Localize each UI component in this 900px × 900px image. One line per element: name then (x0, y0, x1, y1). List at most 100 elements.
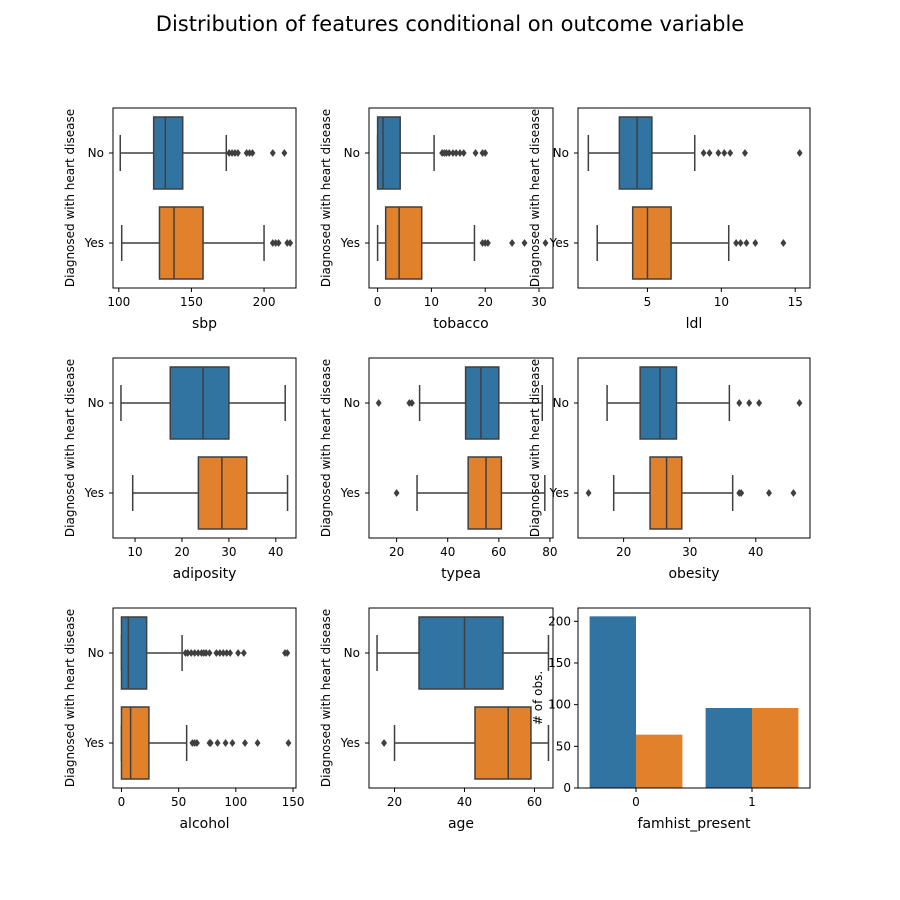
outlier-point (193, 738, 200, 748)
outlier-point (287, 238, 294, 248)
box-no (169, 366, 230, 440)
outlier-point (254, 738, 261, 748)
subplot-ldl: No Yes 5 10 15 ldl Diagnosed with heart diseas… (528, 107, 811, 332)
outlier-point (727, 148, 734, 158)
y-tick-label: Yes (340, 736, 360, 750)
outlier-point (393, 488, 400, 498)
axes-frame (112, 357, 297, 539)
y-tick-label: No (553, 146, 569, 160)
x-tick-label: 0 (632, 795, 640, 809)
x-tick-label: 30 (682, 545, 697, 559)
y-tick-label: Yes (340, 486, 360, 500)
outlier-point (733, 238, 740, 248)
axes-frame (112, 607, 297, 789)
box-yes (158, 206, 204, 280)
bar-no-0 (589, 616, 636, 788)
x-tick-label: 5 (644, 295, 652, 309)
box-no (464, 366, 500, 440)
outlier-point (482, 148, 489, 158)
x-tick-label: 10 (127, 545, 142, 559)
axes-frame (368, 107, 554, 289)
outlier-point (700, 148, 707, 158)
x-axis-label: famhist_present (638, 816, 751, 832)
x-tick-label: 50 (171, 795, 186, 809)
x-axis-label: sbp (192, 316, 217, 332)
x-tick-label: 20 (174, 545, 189, 559)
y-axis-label: Diagnosed with heart disease (319, 609, 333, 787)
outlier-point (780, 238, 787, 248)
outlier-point (207, 738, 214, 748)
outlier-point (790, 488, 797, 498)
box-no (618, 116, 653, 190)
y-axis-label: Diagnosed with heart disease (319, 109, 333, 287)
box-yes (631, 206, 672, 280)
outlier-point (381, 738, 388, 748)
x-tick-label: 20 (616, 545, 631, 559)
y-tick-label: No (88, 396, 104, 410)
axes-frame (577, 357, 811, 539)
y-tick-label: 50 (556, 739, 571, 753)
bar-yes-0 (636, 734, 683, 788)
outlier-point (737, 238, 744, 248)
outlier-point (752, 238, 759, 248)
x-tick-label: 10 (424, 295, 439, 309)
outlier-point (284, 648, 291, 658)
y-axis-label: Diagnosed with heart disease (528, 109, 542, 287)
x-tick-label: 30 (221, 545, 236, 559)
subplot-sbp: No Yes 100 150 200 sbp Diagnosed with heart di… (63, 107, 297, 332)
outlier-point (796, 148, 803, 158)
y-tick-label: No (88, 646, 104, 660)
y-tick-label: No (88, 146, 104, 160)
y-tick-label: No (553, 396, 569, 410)
box-no (639, 366, 678, 440)
box-no (152, 116, 184, 190)
x-tick-label: 10 (714, 295, 729, 309)
subplot-obesity: No Yes 20 30 40 obesity Diagnosed with heart d… (528, 357, 811, 582)
axes-frame (368, 607, 554, 789)
outlier-point (235, 648, 242, 658)
outlier-point (240, 648, 247, 658)
outlier-point (484, 238, 491, 248)
outlier-point (521, 238, 528, 248)
y-tick-label: 200 (548, 614, 571, 628)
subplot-famhist_present: 0 1 0 50 100 150 200 famhist_present # of obs. (531, 607, 811, 832)
x-tick-label: 60 (527, 795, 542, 809)
x-axis-label: alcohol (179, 816, 229, 832)
axes-frame (112, 107, 297, 289)
y-tick-label: Yes (84, 736, 104, 750)
outlier-point (460, 148, 467, 158)
x-tick-label: 20 (387, 795, 402, 809)
x-tick-label: 40 (457, 795, 472, 809)
y-tick-label: 0 (563, 781, 571, 795)
outlier-point (743, 238, 750, 248)
x-axis-label: typea (441, 566, 481, 582)
x-tick-label: 20 (389, 545, 404, 559)
y-tick-label: Yes (84, 486, 104, 500)
y-tick-label: Yes (340, 236, 360, 250)
bar-no-1 (705, 708, 752, 788)
outlier-point (227, 648, 234, 658)
outlier-point (736, 398, 743, 408)
outlier-point (206, 648, 213, 658)
subplot-age: No Yes 20 40 60 age Diagnosed with heart disea… (319, 607, 554, 832)
outlier-point (542, 238, 549, 248)
outlier-point (285, 738, 292, 748)
outlier-point (738, 488, 745, 498)
outlier-point (214, 738, 221, 748)
box-yes (384, 206, 423, 280)
y-tick-label: No (344, 396, 360, 410)
axes-frame (577, 607, 811, 789)
x-tick-label: 30 (531, 295, 546, 309)
outlier-point (746, 398, 753, 408)
bar-yes-1 (752, 708, 799, 788)
y-axis-label: Diagnosed with heart disease (319, 359, 333, 537)
box-yes (474, 706, 532, 780)
x-tick-label: 100 (224, 795, 247, 809)
outlier-point (234, 148, 241, 158)
x-tick-label: 1 (748, 795, 756, 809)
x-tick-label: 200 (253, 295, 276, 309)
y-tick-label: Yes (84, 236, 104, 250)
box-yes (120, 706, 150, 780)
y-axis-label: Diagnosed with heart disease (63, 609, 77, 787)
box-no (376, 116, 401, 190)
